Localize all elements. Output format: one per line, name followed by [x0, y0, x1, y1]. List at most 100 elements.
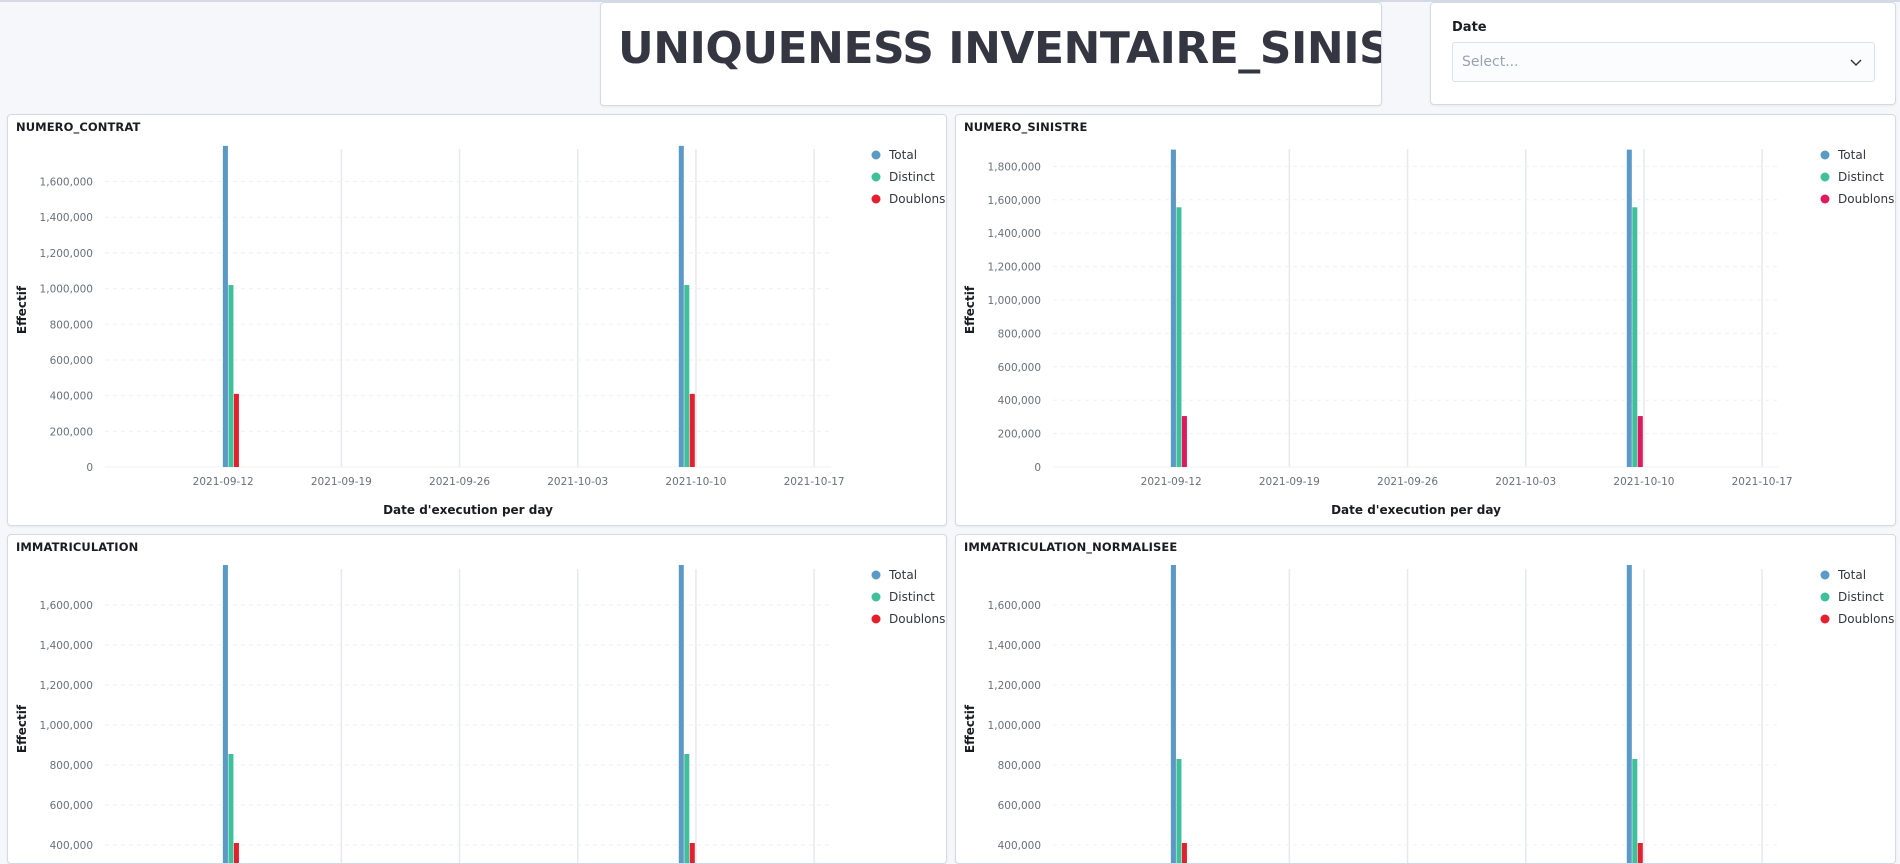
date-filter-panel: Date Select...: [1430, 2, 1896, 105]
y-axis-title: Effectif: [963, 285, 977, 334]
bar-total: [222, 565, 228, 863]
bar-chart: 400,000 600,000 800,000 1,000,000 1,200,000 1…: [963, 565, 1894, 863]
y-tick-label: 1,400,000: [988, 640, 1041, 652]
chart-panel-numero-contrat: NUMERO_CONTRAT 0 200,000 400,000 600,000 800…: [7, 114, 947, 526]
legend-dot: [1820, 570, 1830, 580]
bar-doublons: [689, 393, 695, 467]
bar-total: [1626, 565, 1632, 863]
bar-doublons: [233, 393, 239, 467]
y-tick-label: 200,000: [50, 426, 93, 438]
bar-doublons: [1637, 843, 1643, 863]
legend-dot: [871, 172, 881, 182]
x-tick-label: 2021-09-12: [193, 476, 254, 488]
x-tick-label: 2021-10-17: [784, 476, 845, 488]
bar-total: [1170, 149, 1176, 467]
y-tick-label: 600,000: [998, 362, 1041, 374]
legend-item-doublons: Doublons: [1838, 612, 1894, 626]
bar-distinct: [684, 285, 690, 467]
y-tick-label: 600,000: [50, 800, 93, 812]
y-tick-label: 1,600,000: [40, 600, 93, 612]
y-tick-label: 600,000: [50, 355, 93, 367]
y-tick-label: 600,000: [998, 800, 1041, 812]
bar-chart: 400,000 600,000 800,000 1,000,000 1,200,000 1…: [15, 565, 945, 863]
chart-title: IMMATRICULATION: [16, 540, 139, 554]
y-tick-label: 200,000: [998, 429, 1041, 441]
y-tick-label: 400,000: [50, 840, 93, 852]
y-tick-label: 1,000,000: [40, 720, 93, 732]
x-tick-label: 2021-10-10: [1613, 476, 1674, 488]
bar-distinct: [1176, 759, 1182, 863]
x-axis-title: Date d'execution per day: [383, 503, 553, 517]
x-tick-label: 2021-10-17: [1732, 476, 1793, 488]
y-tick-label: 1,200,000: [40, 248, 93, 260]
x-tick-label: 2021-09-26: [429, 476, 490, 488]
legend-item-doublons: Doublons: [889, 612, 945, 626]
x-tick-label: 2021-10-03: [1495, 476, 1556, 488]
x-tick-label: 2021-09-19: [1259, 476, 1320, 488]
y-tick-label: 1,000,000: [40, 284, 93, 296]
y-tick-label: 400,000: [998, 395, 1041, 407]
bar-distinct: [1632, 759, 1638, 863]
y-tick-label: 400,000: [50, 391, 93, 403]
chart-title: NUMERO_CONTRAT: [16, 120, 141, 134]
bar-doublons: [1637, 416, 1643, 467]
date-select-placeholder: Select...: [1462, 54, 1519, 70]
legend-item-distinct: Distinct: [1838, 590, 1884, 604]
legend-item-doublons: Doublons: [889, 192, 945, 206]
x-tick-label: 2021-10-03: [547, 476, 608, 488]
bar-total: [222, 145, 228, 467]
y-tick-label: 1,600,000: [988, 195, 1041, 207]
y-tick-label: 800,000: [998, 328, 1041, 340]
bar-doublons: [689, 843, 695, 863]
chart-title: IMMATRICULATION_NORMALISEE: [964, 540, 1178, 554]
chart-panel-numero-sinistre: NUMERO_SINISTRE 0 200,000 400,000 600,000 80…: [955, 114, 1896, 526]
y-axis-title: Effectif: [15, 704, 29, 753]
dashboard-title: UNIQUENESS INVENTAIRE_SINISTRE: [618, 23, 1381, 74]
legend-dot: [871, 570, 881, 580]
bar-chart: 0 200,000 400,000 600,000 800,000 1,000,000 1,…: [15, 145, 945, 517]
legend-dot: [1820, 614, 1830, 624]
y-axis-title: Effectif: [15, 285, 29, 334]
y-tick-label: 1,400,000: [40, 212, 93, 224]
bar-doublons: [1181, 416, 1187, 467]
legend-item-total: Total: [1837, 568, 1866, 582]
bar-chart: 0 200,000 400,000 600,000 800,000 1,000,000 1,…: [963, 148, 1894, 517]
legend-dot: [871, 150, 881, 160]
chevron-down-icon[interactable]: [1848, 54, 1864, 70]
x-tick-label: 2021-09-12: [1141, 476, 1202, 488]
dashboard-title-panel: UNIQUENESS INVENTAIRE_SINISTRE: [600, 2, 1382, 106]
x-tick-label: 2021-09-26: [1377, 476, 1438, 488]
date-filter-label: Date: [1452, 20, 1487, 35]
chart-panel-immatriculation-normalisee: IMMATRICULATION_NORMALISEE 400,000 600,00…: [955, 534, 1896, 864]
y-axis-title: Effectif: [963, 704, 977, 753]
y-tick-label: 1,200,000: [988, 262, 1041, 274]
y-tick-label: 1,000,000: [988, 720, 1041, 732]
chart-title: NUMERO_SINISTRE: [964, 120, 1088, 134]
bar-distinct: [228, 285, 234, 467]
x-axis-title: Date d'execution per day: [1331, 503, 1501, 517]
legend-dot: [1820, 172, 1830, 182]
legend-dot: [1820, 150, 1830, 160]
y-tick-label: 1,200,000: [40, 680, 93, 692]
x-tick-label: 2021-10-10: [665, 476, 726, 488]
x-tick-label: 2021-09-19: [311, 476, 372, 488]
y-tick-label: 1,400,000: [988, 228, 1041, 240]
bar-total: [678, 565, 684, 863]
legend-item-distinct: Distinct: [1838, 170, 1884, 184]
y-tick-label: 0: [86, 462, 93, 474]
legend-dot: [1820, 592, 1830, 602]
y-tick-label: 1,600,000: [40, 177, 93, 189]
bar-doublons: [233, 843, 239, 863]
top-border: [0, 0, 1900, 2]
legend-item-distinct: Distinct: [889, 590, 935, 604]
bar-distinct: [684, 754, 690, 863]
y-tick-label: 0: [1034, 462, 1041, 474]
date-select[interactable]: Select...: [1452, 42, 1875, 82]
y-tick-label: 400,000: [998, 840, 1041, 852]
bar-total: [1626, 149, 1632, 467]
y-tick-label: 1,400,000: [40, 640, 93, 652]
bar-doublons: [1181, 843, 1187, 863]
legend-dot: [871, 194, 881, 204]
bar-distinct: [1176, 207, 1182, 467]
legend-item-distinct: Distinct: [889, 170, 935, 184]
